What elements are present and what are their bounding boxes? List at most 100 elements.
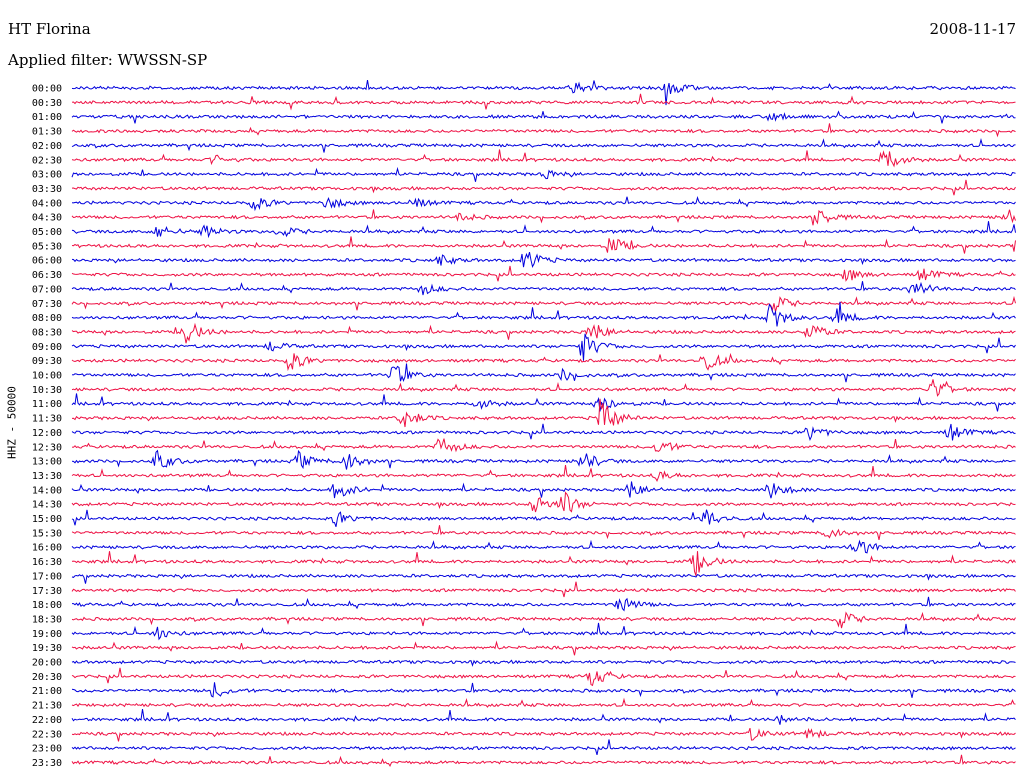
row-time-label: 22:00	[32, 715, 62, 726]
seismogram-trace	[71, 659, 1016, 667]
row-time-label: 08:30	[32, 327, 62, 338]
row-time-label: 06:00	[32, 256, 62, 267]
row-time-label: 21:30	[32, 701, 62, 712]
seismogram-trace	[71, 352, 1016, 372]
row-time-label: 19:30	[32, 643, 62, 654]
row-time-label: 07:00	[32, 284, 62, 295]
seismogram-trace	[71, 209, 1016, 226]
row-time-label: 16:30	[32, 557, 62, 568]
seismogram-trace	[71, 123, 1016, 138]
seismogram-trace	[71, 667, 1016, 687]
row-time-label: 02:00	[32, 141, 62, 152]
filter-label: Applied filter: WWSSN-SP	[8, 51, 208, 69]
seismogram-trace	[71, 640, 1016, 656]
row-time-label: 11:00	[32, 399, 62, 410]
seismogram-trace	[71, 491, 1016, 513]
row-time-label: 23:00	[32, 744, 62, 755]
seismogram-trace	[71, 611, 1016, 629]
seismogram-trace	[71, 709, 1016, 725]
row-time-label: 05:00	[32, 227, 62, 238]
seismogram-trace	[71, 438, 1016, 453]
seismogram-trace	[71, 754, 1016, 767]
seismogram-trace	[71, 137, 1016, 153]
record-date: 2008-11-17	[929, 20, 1016, 38]
row-time-label: 01:00	[32, 112, 62, 123]
seismogram-trace	[71, 465, 1016, 482]
row-time-label: 20:00	[32, 658, 62, 669]
row-time-label: 12:00	[32, 428, 62, 439]
seismogram-trace	[71, 622, 1016, 641]
row-time-label: 17:30	[32, 586, 62, 597]
seismogram-trace	[71, 236, 1016, 254]
seismogram-trace	[71, 481, 1016, 499]
row-time-label: 13:30	[32, 471, 62, 482]
seismogram-trace	[71, 80, 1016, 106]
seismogram-trace	[71, 379, 1016, 397]
row-time-label: 17:00	[32, 571, 62, 582]
row-time-label: 14:30	[32, 500, 62, 511]
seismogram-trace	[71, 398, 1016, 428]
row-time-label: 16:00	[32, 543, 62, 554]
row-time-label: 10:30	[32, 385, 62, 396]
row-time-label: 15:00	[32, 514, 62, 525]
seismogram-trace	[71, 149, 1016, 168]
row-time-label: 18:30	[32, 614, 62, 625]
seismogram-trace	[71, 301, 1016, 327]
seismogram-trace	[71, 423, 1016, 441]
row-time-label: 01:30	[32, 127, 62, 138]
seismogram-trace	[71, 539, 1016, 554]
seismogram-trace	[71, 393, 1016, 412]
seismogram-trace	[71, 322, 1016, 344]
seismogram-trace	[71, 449, 1016, 470]
row-time-label: 00:00	[32, 84, 62, 95]
seismogram-trace	[71, 551, 1016, 576]
seismogram-trace	[71, 333, 1016, 361]
row-time-label: 09:30	[32, 356, 62, 367]
seismogram-trace	[71, 509, 1016, 527]
seismogram-trace	[71, 93, 1016, 111]
row-time-label: 13:00	[32, 457, 62, 468]
row-time-label: 21:00	[32, 686, 62, 697]
seismogram-trace	[71, 581, 1016, 598]
seismogram-trace	[71, 697, 1016, 708]
row-time-label: 07:30	[32, 299, 62, 310]
row-time-label: 09:00	[32, 342, 62, 353]
row-time-label: 06:30	[32, 270, 62, 281]
row-time-label: 18:00	[32, 600, 62, 611]
row-time-label: 15:30	[32, 528, 62, 539]
seismogram-trace	[71, 525, 1016, 541]
row-time-label: 11:30	[32, 414, 62, 425]
seismogram-trace	[72, 596, 1016, 612]
seismogram-trace	[71, 295, 1016, 312]
row-time-label: 14:00	[32, 485, 62, 496]
seismogram-trace	[71, 281, 1016, 296]
row-time-label: 19:00	[32, 629, 62, 640]
seismogram-trace	[71, 251, 1016, 268]
row-time-label: 04:00	[32, 198, 62, 209]
seismogram-trace	[71, 727, 1016, 742]
row-time-label: 10:00	[32, 371, 62, 382]
seismogram-trace	[71, 179, 1016, 196]
row-time-label: 02:30	[32, 155, 62, 166]
seismogram-trace	[71, 221, 1016, 239]
seismogram-trace	[71, 682, 1016, 698]
seismogram-trace	[71, 739, 1016, 756]
row-time-label: 22:30	[32, 729, 62, 740]
row-time-label: 05:30	[32, 241, 62, 252]
row-time-label: 03:00	[32, 170, 62, 181]
seismogram-trace	[71, 363, 1016, 383]
seismogram-trace	[71, 573, 1016, 584]
row-time-label: 12:30	[32, 442, 62, 453]
seismogram-trace	[71, 166, 1016, 182]
seismogram-trace	[71, 196, 1016, 212]
seismogram-trace	[71, 265, 1016, 282]
row-time-label: 08:00	[32, 313, 62, 324]
row-time-label: 23:30	[32, 758, 62, 769]
station-name: HT Florina	[8, 20, 91, 38]
row-time-label: 03:30	[32, 184, 62, 195]
row-time-label: 20:30	[32, 672, 62, 683]
row-time-label: 04:30	[32, 213, 62, 224]
row-time-label: 00:30	[32, 98, 62, 109]
seismogram-trace	[71, 110, 1016, 124]
